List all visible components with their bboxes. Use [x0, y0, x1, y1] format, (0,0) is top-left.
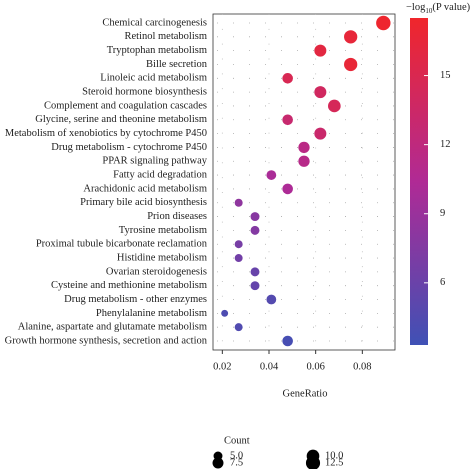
size-legend-dot [212, 457, 224, 469]
dot [234, 254, 243, 263]
x-tick-label: 0.02 [213, 361, 231, 372]
x-tick-label: 0.04 [260, 361, 279, 372]
dot [282, 73, 293, 84]
dot [250, 212, 260, 222]
dot [344, 30, 358, 44]
y-tick-label: PPAR signaling pathway [102, 156, 207, 167]
colorbar-title: −log10(P value) [406, 2, 471, 14]
x-tick-label: 0.08 [353, 361, 371, 372]
dot [314, 44, 327, 57]
y-tick-label: Complement and coagulation cascades [44, 100, 207, 111]
y-tick-label: Chemical carcinogenesis [102, 17, 207, 28]
y-tick-label: Tryptophan metabolism [107, 45, 207, 56]
dot [282, 114, 293, 126]
y-tick-label: Retinol metabolism [124, 31, 207, 42]
dot [282, 335, 293, 347]
x-tick-label: 0.06 [306, 361, 324, 372]
dot [234, 198, 243, 207]
colorbar-tick-label: 9 [440, 208, 445, 219]
dot [314, 127, 327, 140]
size-legend-label: 7.5 [230, 457, 243, 468]
dot [250, 281, 260, 291]
dot [250, 225, 260, 235]
y-tick-label: Histidine metabolism [117, 252, 207, 263]
dot [234, 323, 243, 332]
y-tick-label: Prion diseases [147, 211, 207, 222]
y-tick-label: Primary bile acid biosynthesis [80, 197, 207, 208]
y-tick-label: Proximal tubule bicarbonate reclamation [36, 239, 208, 250]
size-legend-label: 12.5 [325, 457, 343, 468]
colorbar-tick-label: 6 [440, 277, 445, 288]
colorbar-title-part: (P value) [432, 2, 470, 13]
dot [344, 57, 358, 72]
y-tick-label: Linoleic acid metabolism [100, 73, 207, 84]
y-tick-label: Bille secretion [146, 59, 208, 70]
y-tick-label: Cysteine and methionine metabolism [51, 280, 207, 291]
dot [266, 294, 277, 305]
dot [314, 86, 327, 99]
y-tick-label: Arachidonic acid metabolism [83, 183, 207, 194]
y-tick-label: Fatty acid degradation [113, 169, 208, 180]
y-tick-label: Ovarian steroidogenesis [106, 266, 207, 277]
dot [298, 155, 310, 167]
dot [266, 170, 277, 180]
size-legend-dot [305, 455, 321, 471]
y-tick-label: Tyrosine metabolism [119, 225, 207, 236]
dot [328, 99, 341, 113]
y-tick-label: Drug metabolism - other enzymes [64, 294, 207, 305]
dot [221, 309, 229, 317]
y-tick-label: Growth hormone synthesis, secretion and … [5, 335, 208, 346]
dot [298, 141, 310, 154]
dot [282, 183, 293, 195]
dot [376, 15, 391, 31]
y-tick-label: Phenylalanine metabolism [96, 308, 207, 319]
colorbar-title-part: 10 [425, 7, 433, 15]
size-legend-label: 10.0 [325, 450, 343, 461]
x-axis-label: GeneRatio [283, 388, 328, 399]
y-tick-label: Alanine, aspartate and glutamate metabol… [18, 322, 207, 333]
y-tick-label: Metabolism of xenobiotics by cytochrome … [5, 128, 207, 139]
colorbar-tick-label: 12 [440, 139, 451, 150]
size-legend-title: Count [224, 435, 250, 446]
y-tick-label: Glycine, serine and theonine metabolism [35, 114, 207, 125]
colorbar-title-part: −log [406, 2, 426, 13]
colorbar [410, 18, 428, 345]
y-tick-label: Steroid hormone biosynthesis [82, 87, 207, 98]
colorbar-tick-label: 15 [440, 70, 451, 81]
dot [250, 267, 260, 277]
plot-frame [212, 13, 396, 351]
y-tick-label: Drug metabolism - cytochrome P450 [51, 142, 207, 153]
dot [234, 240, 243, 249]
size-legend-label: 5.0 [230, 450, 243, 461]
